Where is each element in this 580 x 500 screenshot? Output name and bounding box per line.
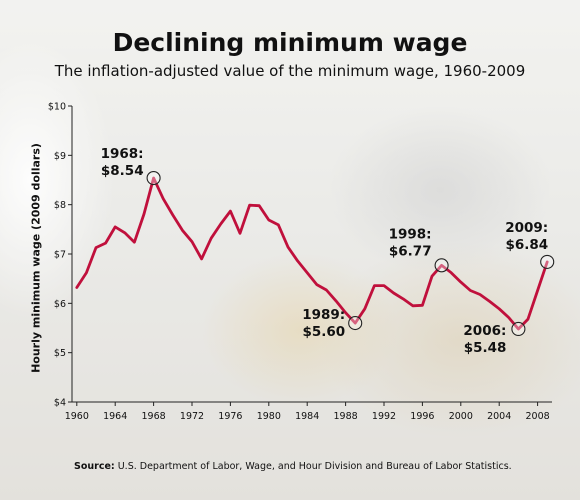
annotation-year: 1998: (389, 226, 432, 242)
x-tick-label: 1972 (180, 411, 204, 422)
annotation-value: $8.54 (101, 163, 144, 179)
x-tick-label: 1988 (334, 411, 358, 422)
annotation-year: 1989: (302, 307, 345, 323)
x-tick-label: 1976 (218, 411, 242, 422)
annotation-year: 1968: (101, 146, 144, 162)
y-tick-label: $4 (54, 398, 66, 409)
x-tick-label: 1980 (257, 411, 281, 422)
annotation-marker (511, 321, 526, 337)
x-tick-label: 1992 (372, 411, 396, 422)
x-tick-label: 1968 (142, 411, 166, 422)
annotation-value: $6.84 (505, 237, 548, 253)
source-note: Source: U.S. Department of Labor, Wage, … (74, 461, 512, 472)
annotation-value: $6.77 (389, 243, 432, 259)
annotation-year: 2009: (505, 220, 548, 236)
y-axis-ticks: $4 $5 $6 $7 $8 $9 $10 (48, 102, 72, 409)
annotation-marker (146, 170, 161, 186)
x-tick-label: 2004 (487, 411, 511, 422)
chart-title: Declining minimum wage (112, 28, 468, 57)
y-tick-label: $5 (54, 348, 66, 359)
series-line (75, 176, 549, 331)
annotations-group: 1968:$8.54 1989:$5.60 1998:$6.77 2006:$5.48… (101, 146, 555, 356)
x-tick-label: 2000 (449, 411, 473, 422)
annotation-marker (434, 258, 449, 273)
y-tick-label: $7 (54, 250, 66, 261)
x-tick-label: 2008 (526, 411, 550, 422)
annotation-value: $5.60 (302, 324, 345, 340)
y-tick-label: $9 (54, 151, 66, 162)
annotation-marker (540, 254, 555, 269)
source-label: Source: (74, 461, 115, 472)
series-group (75, 176, 549, 331)
x-tick-label: 1996 (410, 411, 434, 422)
annotation-marker (348, 316, 363, 331)
x-axis-ticks: 1960 1964 1968 1972 1976 1980 1984 1988 1992 1996… (65, 402, 550, 422)
source-text: U.S. Department of Labor, Wage, and Hour… (114, 461, 512, 472)
y-tick-label: $8 (54, 200, 66, 211)
annotation-value: $5.48 (464, 340, 507, 356)
y-tick-label: $10 (48, 102, 66, 113)
y-tick-label: $6 (54, 299, 66, 310)
axes (71, 106, 552, 403)
x-tick-label: 1964 (103, 411, 127, 422)
annotation-year: 2006: (463, 323, 506, 339)
x-tick-label: 1984 (295, 411, 319, 422)
x-tick-label: 1960 (65, 411, 89, 422)
chart-subtitle: The inflation-adjusted value of the mini… (54, 62, 526, 80)
